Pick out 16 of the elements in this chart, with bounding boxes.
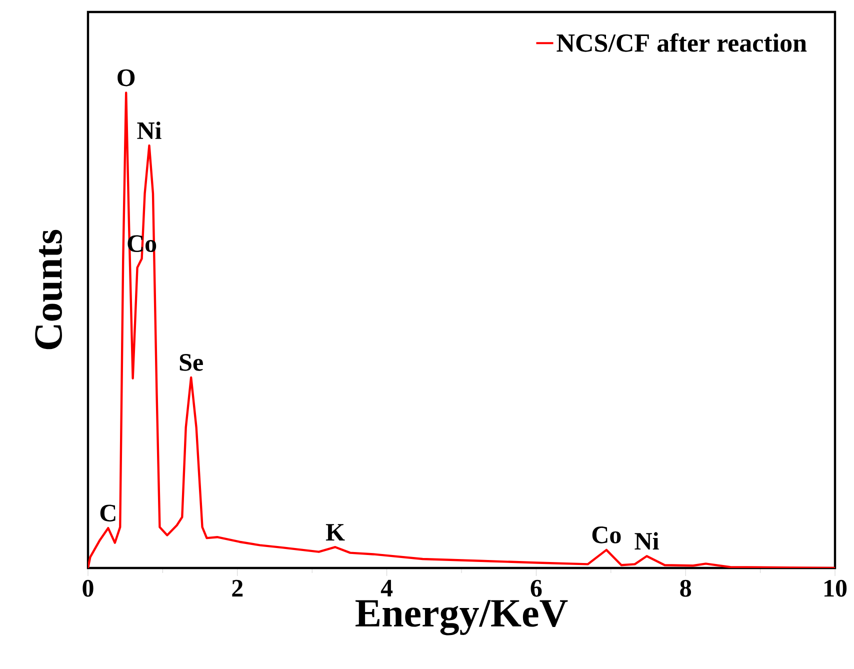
x-tick-label: 2 — [232, 580, 243, 596]
annotation: Ni — [137, 122, 162, 139]
annotation: K — [326, 524, 345, 540]
x-axis-title: Energy/KeV — [356, 600, 568, 636]
annotation: C — [100, 504, 116, 522]
x-tick-label: 4 — [380, 580, 393, 596]
annotation: Se — [180, 354, 203, 371]
x-tick-label: 6 — [530, 580, 542, 597]
x-tick-label: 8 — [680, 580, 692, 597]
y-axis-title: Counts — [35, 230, 62, 350]
annotation: Ni — [634, 532, 659, 550]
annotation: O — [118, 69, 135, 86]
legend-label: NCS/CF after reaction — [556, 33, 807, 52]
x-tick-label: 10 — [824, 580, 847, 597]
x-tick-label: 0 — [82, 580, 94, 597]
annotation: Co — [592, 526, 621, 544]
